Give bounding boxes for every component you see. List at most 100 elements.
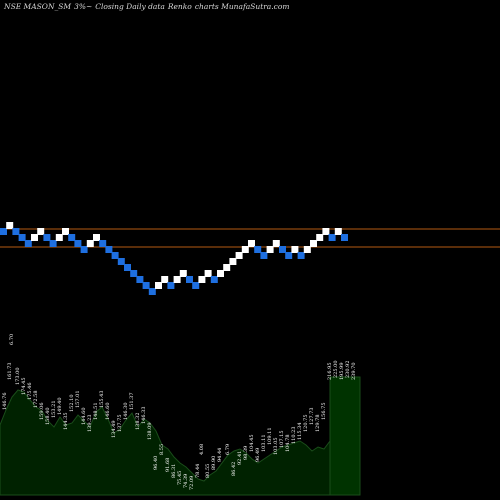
renko-brick xyxy=(291,246,299,253)
volume-value-label: 110.23 xyxy=(291,427,297,445)
renko-brick xyxy=(142,282,150,289)
volume-value-label: 115.34 xyxy=(297,423,303,441)
renko-brick xyxy=(179,270,187,277)
renko-brick xyxy=(148,288,156,295)
volume-value-label: 138.09 xyxy=(147,423,153,441)
volume-value-label: 86.42 xyxy=(231,462,237,476)
renko-brick xyxy=(303,246,311,253)
renko-brick xyxy=(204,270,212,277)
renko-brick xyxy=(210,276,218,283)
renko-brick xyxy=(316,234,324,241)
renko-brick xyxy=(266,246,274,253)
volume-value-label: 216.95 xyxy=(327,363,333,381)
volume-value-label: 80.55 xyxy=(205,464,211,478)
volume-value-label: 104.45 xyxy=(249,435,255,453)
volume-value-label: 195.99 xyxy=(339,363,345,381)
renko-brick xyxy=(272,240,280,247)
source-label: charts MunafaSutra.com xyxy=(194,2,290,11)
renko-brick xyxy=(68,234,76,241)
renko-brick xyxy=(18,234,26,241)
volume-value-label: 86.31 xyxy=(171,464,177,478)
renko-brick xyxy=(229,258,237,265)
renko-brick xyxy=(198,276,206,283)
volume-value-label: 96.49 xyxy=(255,448,261,462)
renko-brick xyxy=(248,240,255,247)
renko-brick xyxy=(31,234,38,241)
volume-value-label: 153.21 xyxy=(51,401,57,419)
volume-value-label: 225.00 xyxy=(333,361,339,379)
renko-brick xyxy=(161,276,169,283)
renko-brick xyxy=(37,228,45,235)
volume-value-label: 134.49 xyxy=(111,421,117,439)
renko-brick xyxy=(192,282,200,289)
volume-value-label: 107.15 xyxy=(279,431,285,449)
volume-area xyxy=(0,376,361,496)
volume-value-label: 151.37 xyxy=(129,393,135,411)
renko-brick xyxy=(93,234,100,241)
renko-brick xyxy=(285,252,293,259)
renko-brick xyxy=(43,234,51,241)
renko-brick xyxy=(12,228,20,235)
volume-value-label: 104.78 xyxy=(285,435,291,453)
volume-panel xyxy=(0,376,361,496)
renko-brick xyxy=(105,246,113,253)
volume-value-label: 173.00 xyxy=(15,368,21,386)
renko-brick xyxy=(173,276,181,283)
chart-header: NSE MASON_SM 3%~ Closing Daily data Renko ch… xyxy=(4,2,292,11)
renko-brick xyxy=(241,246,249,253)
renko-brick xyxy=(124,264,131,271)
volume-value-label: 239.70 xyxy=(351,363,357,381)
volume-value-label: 96.40 xyxy=(153,456,159,470)
renko-brick xyxy=(186,276,193,283)
renko-brick xyxy=(254,246,262,253)
renko-brick xyxy=(24,240,32,247)
volume-value-label: 75.45 xyxy=(177,471,183,485)
renko-brick xyxy=(322,228,330,235)
volume-value-label: 4.08 xyxy=(199,444,205,455)
renko-brick xyxy=(49,240,57,247)
volume-value-label: 174.45 xyxy=(21,378,27,396)
volume-value-label: 149.40 xyxy=(57,398,63,416)
symbol-label: NSE MASON_SM xyxy=(4,2,72,11)
renko-bricks xyxy=(0,222,348,295)
volume-value-label: 230.92 xyxy=(345,361,351,379)
volume-value-label: 74.39 xyxy=(183,474,189,488)
renko-brick xyxy=(111,252,119,259)
renko-brick xyxy=(99,240,107,247)
volume-value-label: 157.01 xyxy=(75,391,81,409)
volume-value-label: 158.40 xyxy=(45,408,51,426)
volume-value-label: 144.60 xyxy=(81,408,87,426)
renko-brick xyxy=(223,264,231,271)
volume-value-label: 139.23 xyxy=(87,415,93,433)
volume-value-label: 144.35 xyxy=(63,413,69,431)
chart-kind-label: Closing Daily data xyxy=(95,2,165,11)
volume-value-label: 98.39 xyxy=(243,446,249,460)
renko-brick xyxy=(260,252,268,259)
volume-value-label: 146.33 xyxy=(141,407,147,425)
volume-value-label: 103.11 xyxy=(261,435,267,453)
volume-value-label: 155.43 xyxy=(99,391,105,409)
renko-brick xyxy=(235,252,243,259)
renko-brick xyxy=(310,240,317,247)
volume-value-label: 109.11 xyxy=(267,428,273,446)
volume-value-label: 103.05 xyxy=(273,438,279,456)
renko-brick xyxy=(341,234,348,241)
chart-name-label: Renko xyxy=(167,2,192,11)
volume-value-label: 120.75 xyxy=(303,415,309,433)
volume-value-label: 8.55 xyxy=(159,444,165,455)
volume-value-label: 146.60 xyxy=(105,403,111,421)
volume-value-label: 137.75 xyxy=(117,415,123,433)
renko-brick xyxy=(80,246,88,253)
volume-value-label: 89.90 xyxy=(211,456,217,470)
volume-value-label: 92.41 xyxy=(237,451,243,465)
volume-value-label: 94.44 xyxy=(217,448,223,462)
volume-value-label: 138.32 xyxy=(135,413,141,431)
volume-value-label: 159.06 xyxy=(39,403,45,421)
volume-value-label: 175.46 xyxy=(27,383,33,401)
volume-value-label: 91.68 xyxy=(165,458,171,472)
volume-value-label: 172.58 xyxy=(33,391,39,409)
renko-brick xyxy=(334,228,342,235)
volume-value-label: 146.30 xyxy=(123,403,129,421)
